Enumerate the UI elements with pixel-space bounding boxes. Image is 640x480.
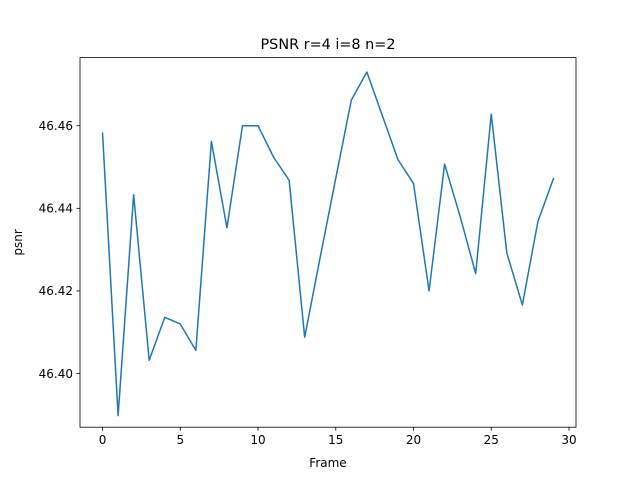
x-tick-label: 5 [176,433,184,447]
y-tick-label: 46.42 [39,284,73,298]
y-axis-ticks: 46.40 46.42 46.44 46.46 [39,119,80,381]
x-tick-label: 30 [561,433,576,447]
plot-frame [79,57,577,428]
chart-title: PSNR r=4 i=8 n=2 [261,37,396,53]
x-tick-label: 10 [250,433,265,447]
y-axis-label: psnr [11,229,25,255]
series-line [101,71,555,417]
y-tick-label: 46.44 [39,202,73,216]
y-tick-label: 46.40 [39,367,73,381]
x-tick-label: 25 [484,433,499,447]
x-tick-label: 0 [99,433,107,447]
x-axis-ticks: 0 5 10 15 20 25 30 [99,427,577,447]
y-tick-label: 46.46 [39,119,73,133]
x-axis-label: Frame [309,456,346,470]
plot-layer [101,71,555,417]
x-tick-label: 20 [406,433,421,447]
x-tick-label: 15 [328,433,343,447]
